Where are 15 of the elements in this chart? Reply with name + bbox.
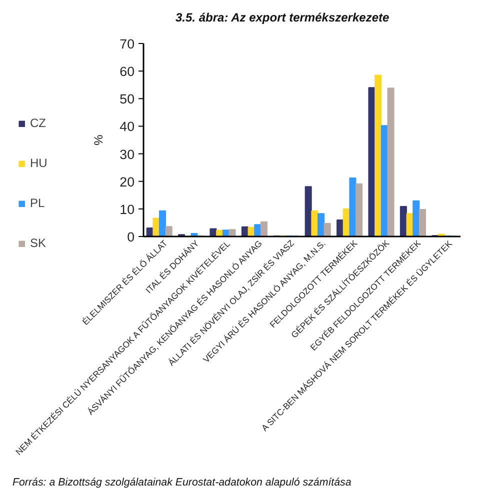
y-tick-label: 50 bbox=[120, 92, 135, 107]
y-axis-title: % bbox=[92, 134, 106, 146]
chart-title: 3.5. ábra: Az export termékszerkezete bbox=[176, 10, 390, 24]
y-tick-label: 60 bbox=[120, 64, 135, 80]
y-tick-label: 40 bbox=[120, 119, 135, 134]
y-tick-label: 10 bbox=[120, 202, 135, 217]
legend-label: SK bbox=[30, 236, 48, 250]
legend-label: HU bbox=[30, 156, 48, 170]
y-tick-label: 20 bbox=[120, 174, 135, 190]
text: Forrás: a Bizottság szolgálatainak Eurostat-adatokon alapuló számítása bbox=[12, 476, 352, 488]
y-tick-label: 0 bbox=[127, 230, 135, 244]
y-tick-label: 30 bbox=[120, 146, 135, 162]
legend-label: PL bbox=[30, 196, 46, 210]
y-tick-label: 70 bbox=[120, 36, 135, 52]
legend-label: CZ bbox=[30, 116, 47, 130]
